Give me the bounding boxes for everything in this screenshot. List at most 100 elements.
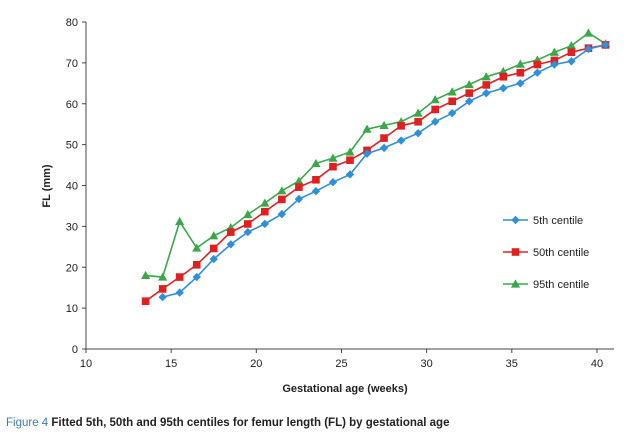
data-point <box>311 158 321 168</box>
data-point <box>550 60 559 69</box>
data-point <box>567 48 576 57</box>
data-point <box>277 209 287 219</box>
data-point <box>175 273 184 281</box>
data-point <box>481 72 491 81</box>
data-point <box>447 87 457 96</box>
data-point <box>465 89 474 97</box>
series-line <box>145 32 606 278</box>
legend-marker <box>511 215 520 225</box>
data-point <box>329 162 337 171</box>
data-point <box>175 288 184 297</box>
data-point <box>209 231 219 240</box>
data-point <box>584 44 593 54</box>
data-point <box>379 120 389 130</box>
series-layer <box>141 28 611 305</box>
y-tick-label: 60 <box>66 99 78 111</box>
data-point <box>141 297 150 305</box>
legend-marker <box>511 248 520 256</box>
data-point <box>192 243 202 252</box>
data-point <box>328 178 338 187</box>
data-point <box>362 124 372 133</box>
data-point <box>516 79 525 88</box>
data-point <box>295 183 303 191</box>
x-tick-label: 15 <box>165 358 177 370</box>
data-point <box>345 147 355 156</box>
data-point <box>583 28 594 37</box>
y-tick-label: 30 <box>66 221 78 233</box>
data-point <box>158 292 167 302</box>
x-axis-title: Gestational age (weeks) <box>282 383 408 395</box>
data-point <box>515 59 525 68</box>
data-point <box>328 153 338 162</box>
y-tick-label: 40 <box>66 181 78 193</box>
data-point <box>192 260 201 269</box>
caption-text: Fitted 5th, 50th and 95th centiles for f… <box>51 417 450 429</box>
data-point <box>345 170 355 179</box>
y-axis-title: FL (mm) <box>41 164 53 208</box>
data-point <box>430 117 440 126</box>
data-point <box>482 81 491 89</box>
data-point <box>312 175 320 184</box>
data-point <box>499 72 508 81</box>
y-tick-label: 70 <box>66 58 78 70</box>
data-point <box>277 186 287 195</box>
data-point <box>516 68 525 77</box>
figure-caption: Figure 4 Fitted 5th, 50th and 95th centi… <box>6 417 449 429</box>
legend: 5th centile 50th centile 95th centile <box>503 215 589 291</box>
data-point <box>397 122 405 130</box>
data-point <box>380 134 388 142</box>
data-point <box>447 108 457 118</box>
series-square <box>141 41 610 305</box>
x-tick-label: 20 <box>250 358 262 370</box>
data-point <box>311 187 321 196</box>
figure-label: Figure 4 <box>6 417 49 429</box>
y-tick-label: 50 <box>66 140 78 152</box>
data-point <box>566 41 577 50</box>
x-tick-label: 30 <box>421 358 433 370</box>
data-point <box>601 40 610 50</box>
data-point <box>243 209 253 219</box>
data-point <box>209 254 218 264</box>
data-point <box>260 219 270 229</box>
data-point <box>549 47 559 56</box>
legend-label: 95th centile <box>533 279 589 291</box>
data-point <box>431 105 439 114</box>
legend-marker <box>510 279 521 288</box>
data-point <box>158 272 168 281</box>
series-line <box>145 44 606 302</box>
data-point <box>294 194 304 204</box>
legend-label: 5th centile <box>533 215 583 227</box>
data-point <box>278 195 286 204</box>
data-point <box>243 227 253 237</box>
legend-label: 50th centile <box>533 247 589 259</box>
y-tick-label: 0 <box>72 344 78 356</box>
x-tick-label: 25 <box>335 358 347 370</box>
series-diamond <box>158 40 610 302</box>
data-point <box>567 57 576 66</box>
y-tick-label: 10 <box>66 303 78 315</box>
x-tick-label: 35 <box>506 358 518 370</box>
data-point <box>209 244 218 253</box>
data-point <box>499 84 508 93</box>
data-point <box>413 108 423 117</box>
data-point <box>346 156 354 164</box>
data-point <box>261 207 269 216</box>
data-point <box>244 220 252 228</box>
data-point <box>414 117 422 126</box>
data-point <box>192 272 201 282</box>
data-point <box>175 216 185 226</box>
data-point <box>396 136 406 145</box>
data-point <box>533 60 542 69</box>
x-tick-label: 10 <box>80 358 92 370</box>
data-point <box>413 128 423 138</box>
data-point <box>362 149 372 158</box>
data-point <box>226 228 235 236</box>
data-point <box>379 143 389 153</box>
series-line <box>162 44 606 298</box>
data-point <box>482 88 491 98</box>
data-point <box>158 285 167 293</box>
data-point <box>465 97 474 106</box>
x-tick-label: 40 <box>591 358 603 370</box>
